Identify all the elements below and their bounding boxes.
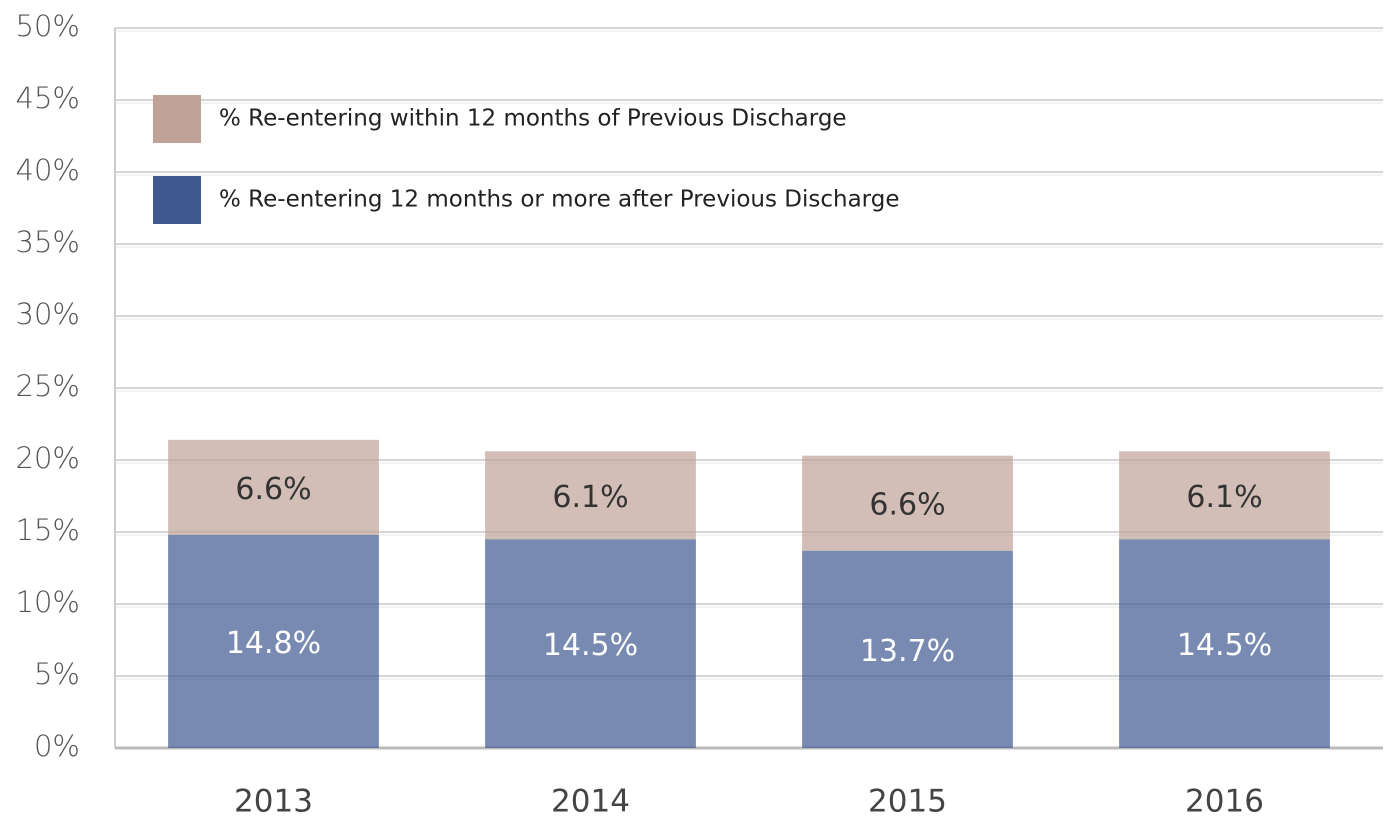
y-tick-label: 15% (16, 513, 80, 547)
y-tick-label: 5% (34, 657, 80, 691)
x-tick-label: 2014 (551, 784, 630, 817)
legend-swatch (153, 176, 201, 224)
bar-segment (485, 451, 696, 540)
y-tick-label: 20% (16, 441, 80, 475)
value-label: 6.1% (552, 480, 628, 515)
y-tick-label: 50% (16, 9, 80, 43)
x-tick-label: 2016 (1185, 784, 1264, 817)
legend-swatch (153, 95, 201, 143)
bar-segment (802, 455, 1013, 551)
value-label: 6.6% (235, 472, 311, 507)
value-label: 14.5% (543, 628, 638, 663)
x-tick-label: 2013 (234, 784, 313, 817)
bar-segment (1119, 539, 1330, 748)
bar-segment (168, 534, 379, 748)
legend-label: % Re-entering 12 months or more after Pr… (219, 187, 899, 213)
value-label: 6.6% (869, 488, 945, 523)
y-tick-label: 10% (16, 585, 80, 619)
value-label: 13.7% (860, 634, 955, 669)
y-tick-label: 35% (16, 225, 80, 259)
value-label: 14.5% (1177, 628, 1272, 663)
y-tick-label: 45% (16, 81, 80, 115)
bar-segment (485, 539, 696, 748)
y-tick-label: 0% (34, 729, 80, 763)
bar-segment (1119, 451, 1330, 540)
legend-label: % Re-entering within 12 months of Previo… (219, 106, 847, 132)
value-label: 14.8% (226, 626, 321, 661)
y-tick-label: 25% (16, 369, 80, 403)
bar-segment (168, 439, 379, 535)
y-tick-label: 30% (16, 297, 80, 331)
y-tick-label: 40% (16, 153, 80, 187)
value-label: 6.1% (1186, 480, 1262, 515)
x-tick-label: 2015 (868, 784, 947, 817)
bar-segment (802, 550, 1013, 748)
